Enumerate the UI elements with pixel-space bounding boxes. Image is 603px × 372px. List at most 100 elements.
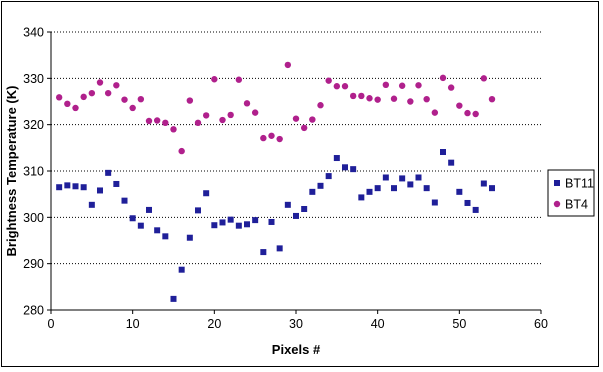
data-point-bt11 <box>325 173 332 180</box>
data-point-bt11 <box>391 185 397 192</box>
data-point-bt11 <box>186 234 193 241</box>
data-point-bt4 <box>333 83 341 90</box>
data-point-bt4 <box>300 124 308 132</box>
data-point-bt4 <box>407 98 414 105</box>
legend-label: BT11 <box>565 177 594 191</box>
data-point-bt11 <box>374 185 381 192</box>
data-point-bt11 <box>309 188 316 195</box>
data-point-bt4 <box>456 102 463 109</box>
data-point-bt11 <box>358 194 365 201</box>
data-point-bt4 <box>472 110 479 118</box>
data-point-bt11 <box>146 206 152 213</box>
data-point-bt4 <box>374 96 381 103</box>
x-tick-label: 60 <box>534 317 548 331</box>
data-point-bt4 <box>235 76 243 83</box>
data-point-bt11 <box>423 185 430 192</box>
x-axis-title: Pixels # <box>272 342 321 357</box>
data-point-bt11 <box>415 174 422 181</box>
data-point-bt11 <box>244 221 250 228</box>
data-point-bt11 <box>137 222 144 229</box>
x-tick-label: 40 <box>371 317 385 331</box>
data-point-bt11 <box>154 227 161 234</box>
axes <box>47 31 542 314</box>
data-point-bt11 <box>456 188 463 195</box>
data-point-bt11 <box>170 295 177 302</box>
data-point-bt4 <box>113 82 120 89</box>
series-bt11 <box>56 149 495 302</box>
data-point-bt11 <box>113 180 120 187</box>
data-point-bt11 <box>472 206 479 213</box>
data-point-bt11 <box>105 169 112 176</box>
data-point-bt4 <box>104 89 112 97</box>
data-point-bt4 <box>251 109 259 116</box>
legend-entries: BT11 BT4 <box>553 177 594 212</box>
x-tick-labels: 0 10 20 30 40 50 60 <box>48 317 548 331</box>
y-tick-label: 300 <box>23 211 44 225</box>
data-point-bt11 <box>317 182 324 189</box>
data-point-bt11 <box>342 164 348 171</box>
x-tick-label: 30 <box>289 317 303 331</box>
legend-box <box>547 169 595 217</box>
data-point-bt11 <box>162 233 169 240</box>
y-tick-label: 340 <box>23 26 44 40</box>
data-point-bt4 <box>439 74 447 82</box>
data-point-bt4 <box>349 92 357 100</box>
data-point-bt4 <box>243 100 251 107</box>
data-point-bt11 <box>80 184 87 191</box>
data-point-bt11 <box>350 166 357 173</box>
data-point-bt4 <box>260 134 267 142</box>
data-point-bt4 <box>488 95 496 103</box>
data-point-bt11 <box>440 149 446 156</box>
data-point-bt11 <box>489 185 495 192</box>
data-point-bt4 <box>186 97 194 104</box>
data-point-bt11 <box>431 199 438 206</box>
data-point-bt4 <box>211 76 218 83</box>
data-point-bt4 <box>153 117 161 124</box>
data-point-bt11 <box>97 187 103 194</box>
data-point-bt11 <box>301 205 308 212</box>
data-point-bt4 <box>55 94 63 101</box>
data-point-bt4 <box>64 100 71 108</box>
data-point-bt11 <box>480 180 487 187</box>
data-point-bt4 <box>366 95 373 102</box>
y-tick-label: 310 <box>23 165 44 179</box>
data-point-bt11 <box>268 218 275 225</box>
data-point-bt11 <box>333 155 340 162</box>
gridlines <box>51 31 541 265</box>
data-point-bt4 <box>480 75 488 82</box>
data-point-bt4 <box>88 89 96 97</box>
data-point-bt4 <box>268 132 275 139</box>
data-point-bt4 <box>292 115 300 122</box>
data-point-bt4 <box>423 95 430 103</box>
data-point-bt11 <box>203 190 210 197</box>
data-point-bt11 <box>284 201 291 208</box>
x-tick-label: 10 <box>126 317 140 331</box>
data-point-bt4 <box>227 111 234 119</box>
data-point-bt4 <box>431 109 439 116</box>
data-point-bt4 <box>96 79 104 86</box>
legend-entry-bt4: BT4 <box>553 198 588 212</box>
data-point-bt11 <box>219 219 226 226</box>
data-point-bt4 <box>325 77 332 84</box>
legend-label: BT4 <box>565 198 588 212</box>
data-point-bt11 <box>235 222 242 229</box>
data-point-bt11 <box>195 207 201 214</box>
data-point-bt4 <box>170 126 177 133</box>
chart-frame <box>1 1 599 367</box>
y-axis-title: Brightness Temperature (K) <box>4 86 19 257</box>
data-point-bt4 <box>202 112 210 119</box>
series-bt4 <box>55 61 496 155</box>
data-point-bt11 <box>293 212 299 219</box>
data-point-bt11 <box>399 175 406 182</box>
data-point-bt11 <box>382 174 389 181</box>
y-tick-label: 330 <box>23 72 44 86</box>
legend-entry-bt11: BT11 <box>554 177 594 191</box>
data-point-bt11 <box>178 266 185 273</box>
data-point-bt4 <box>309 116 316 123</box>
data-point-bt4 <box>276 135 283 143</box>
legend: BT11 BT4 <box>547 169 595 217</box>
x-tick-label: 0 <box>48 317 55 331</box>
data-point-bt11 <box>464 199 471 206</box>
data-point-bt4 <box>447 84 455 91</box>
data-point-bt4 <box>72 104 79 112</box>
